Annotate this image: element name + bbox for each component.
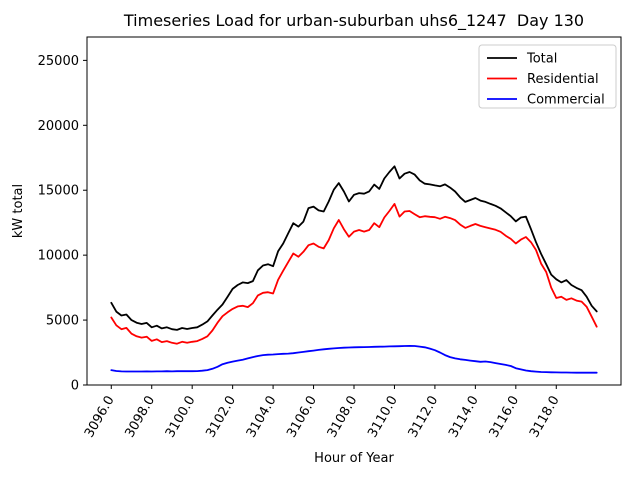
x-tick-label: 3098.0 (122, 394, 158, 441)
x-tick-label: 3118.0 (527, 394, 563, 441)
x-tick-label: 3102.0 (203, 394, 239, 441)
legend: Total Residential Commercial (478, 44, 617, 109)
x-tick-label: 3104.0 (244, 394, 280, 441)
legend-label-residential: Residential (527, 72, 599, 87)
legend-frame (478, 44, 617, 109)
x-axis-ticks: 3096.0 3098.0 3100.0 3102.0 3104.0 3106.0 3108… (82, 385, 563, 440)
series-line-total (110, 165, 598, 331)
y-tick-label: 10000 (38, 249, 79, 264)
x-tick-label: 3112.0 (406, 394, 442, 441)
x-tick-label: 3108.0 (325, 394, 361, 441)
x-tick-label: 3096.0 (82, 394, 118, 441)
y-tick-label: 25000 (38, 54, 79, 69)
series-line-residential (110, 202, 598, 345)
x-tick-label: 3114.0 (446, 394, 482, 441)
chart-title: Timeseries Load for urban-suburban uhs6_… (123, 11, 584, 31)
x-tick-label: 3110.0 (365, 394, 401, 441)
y-tick-label: 15000 (38, 184, 79, 199)
series-lines (110, 165, 598, 374)
y-tick-label: 5000 (46, 314, 79, 329)
y-axis-label: kW total (11, 184, 26, 238)
legend-label-commercial: Commercial (527, 93, 605, 108)
x-tick-label: 3100.0 (163, 394, 199, 441)
series-line-commercial (110, 344, 598, 374)
x-tick-label: 3116.0 (487, 394, 523, 441)
y-axis-ticks: 0 5000 10000 15000 20000 25000 (38, 54, 87, 394)
legend-label-total: Total (526, 52, 557, 67)
y-tick-label: 0 (71, 379, 79, 394)
axes-frame (86, 36, 622, 386)
x-axis-label: Hour of Year (314, 451, 394, 466)
y-tick-label: 20000 (38, 119, 79, 134)
x-tick-label: 3106.0 (284, 394, 320, 441)
